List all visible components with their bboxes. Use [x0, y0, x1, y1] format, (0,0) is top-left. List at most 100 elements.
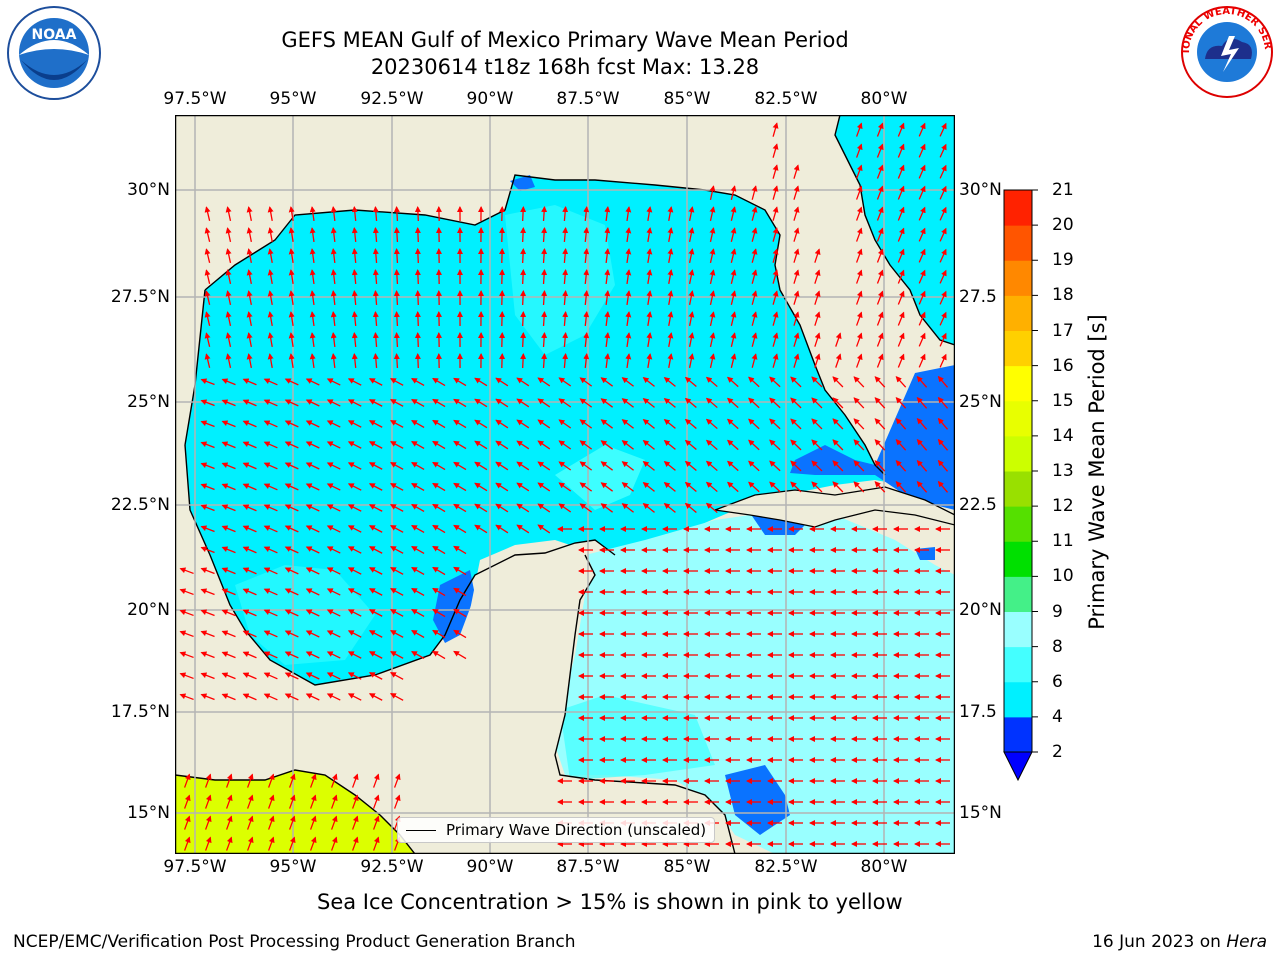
colorbar-under-extension: [1003, 751, 1033, 782]
wave-direction-arrow: [330, 353, 337, 369]
wave-direction-arrow: [326, 567, 341, 575]
wave-direction-arrow: [705, 502, 718, 514]
wave-direction-arrow: [684, 481, 697, 492]
wave-direction-arrow: [751, 248, 758, 263]
wave-direction-arrow: [495, 524, 509, 534]
wave-direction-arrow: [495, 503, 509, 513]
wave-direction-arrow: [411, 546, 425, 554]
wave-direction-arrow: [414, 248, 421, 264]
wave-direction-arrow: [432, 608, 446, 618]
wave-direction-arrow: [748, 460, 760, 472]
wave-direction-arrow: [558, 503, 572, 513]
wave-direction-arrow: [432, 482, 446, 492]
wave-direction-arrow: [684, 439, 697, 450]
wave-direction-arrow: [225, 773, 233, 788]
wave-direction-arrow: [705, 376, 718, 388]
wave-direction-arrow: [200, 378, 215, 386]
wave-direction-arrow: [937, 375, 949, 388]
wave-direction-arrow: [309, 815, 317, 830]
lon-tick-bottom: 95°W: [269, 857, 317, 877]
wave-direction-arrow: [541, 332, 548, 348]
colorbar-level-label: 8: [1052, 636, 1063, 657]
wave-direction-arrow: [600, 419, 614, 429]
wave-direction-arrow: [393, 773, 401, 788]
wave-direction-arrow: [621, 377, 634, 387]
footer-credit: NCEP/EMC/Verification Post Processing Pr…: [13, 932, 576, 952]
wave-direction-arrow: [326, 588, 341, 596]
wave-direction-arrow: [204, 353, 211, 368]
sea-pacific-yellow: [175, 770, 415, 854]
wave-direction-arrow: [793, 206, 800, 221]
wave-direction-arrow: [393, 353, 400, 369]
wave-direction-arrow: [263, 546, 278, 554]
wave-direction-arrow: [642, 398, 655, 408]
wave-direction-arrow: [579, 461, 593, 471]
wave-direction-arrow: [537, 398, 551, 408]
wave-direction-arrow: [204, 311, 211, 326]
wave-direction-arrow: [330, 206, 337, 222]
wave-direction-arrow: [684, 376, 697, 387]
wave-direction-arrow: [368, 483, 383, 491]
wave-direction-arrow: [225, 290, 232, 305]
wave-direction-arrow: [642, 377, 655, 387]
wave-direction-arrow: [916, 375, 928, 388]
wave-direction-arrow: [284, 504, 299, 512]
sea-mexico-shelf: [560, 695, 715, 780]
wave-direction-arrow: [351, 773, 359, 788]
wave-direction-arrow: [646, 227, 653, 243]
wave-direction-arrow: [200, 567, 215, 575]
wave-direction-arrow: [874, 397, 886, 409]
wave-direction-arrow: [284, 609, 299, 617]
wave-direction-arrow: [411, 399, 425, 407]
wave-direction-arrow: [918, 311, 926, 326]
wave-direction-arrow: [453, 545, 467, 555]
wave-direction-arrow: [541, 248, 548, 264]
wave-direction-arrow: [453, 608, 467, 618]
wave-direction-arrow: [432, 587, 446, 597]
wave-direction-arrow: [305, 378, 320, 386]
wave-direction-arrow: [918, 290, 926, 305]
wave-direction-arrow: [537, 524, 551, 534]
wave-direction-arrow: [393, 269, 400, 285]
wave-direction-arrow: [727, 418, 739, 430]
map-legend: Primary Wave Direction (unscaled): [397, 817, 716, 843]
wave-direction-arrow: [876, 227, 884, 242]
wave-direction-arrow: [793, 248, 800, 263]
wave-direction-arrow: [730, 227, 737, 242]
wave-direction-arrow: [642, 482, 655, 492]
wave-direction-arrow: [855, 248, 863, 263]
wave-direction-arrow: [918, 332, 926, 347]
wave-direction-arrow: [520, 269, 527, 285]
wave-direction-arrow: [939, 122, 947, 137]
colorbar-segment: [1004, 260, 1032, 296]
wave-direction-arrow: [874, 439, 886, 451]
wave-direction-arrow: [853, 481, 865, 493]
wave-direction-arrow: [200, 525, 215, 533]
wave-direction-arrow: [895, 397, 907, 409]
wave-direction-arrow: [520, 311, 527, 327]
wave-direction-arrow: [326, 441, 341, 449]
wave-direction-arrow: [242, 693, 257, 701]
wave-direction-arrow: [411, 441, 425, 449]
wave-direction-arrow: [453, 566, 467, 576]
wave-direction-arrow: [604, 353, 611, 369]
wave-direction-arrow: [874, 418, 886, 430]
wave-direction-arrow: [832, 460, 844, 472]
colorbar-segment: [1004, 541, 1032, 577]
wave-direction-arrow: [853, 460, 865, 472]
wave-direction-arrow: [389, 630, 404, 638]
wave-direction-arrow: [793, 185, 800, 200]
wave-direction-arrow: [372, 815, 380, 830]
wave-direction-arrow: [541, 269, 548, 285]
wave-direction-arrow: [393, 311, 400, 327]
wave-direction-arrow: [393, 332, 400, 348]
wave-direction-arrow: [267, 815, 275, 830]
wave-direction-arrow: [688, 248, 695, 263]
wave-direction-arrow: [204, 248, 211, 263]
wave-direction-arrow: [204, 290, 211, 305]
wave-direction-arrow: [625, 290, 632, 306]
wave-direction-arrow: [709, 248, 716, 263]
wave-direction-arrow: [541, 290, 548, 306]
wave-direction-arrow: [684, 460, 697, 471]
wave-direction-arrow: [372, 269, 379, 285]
